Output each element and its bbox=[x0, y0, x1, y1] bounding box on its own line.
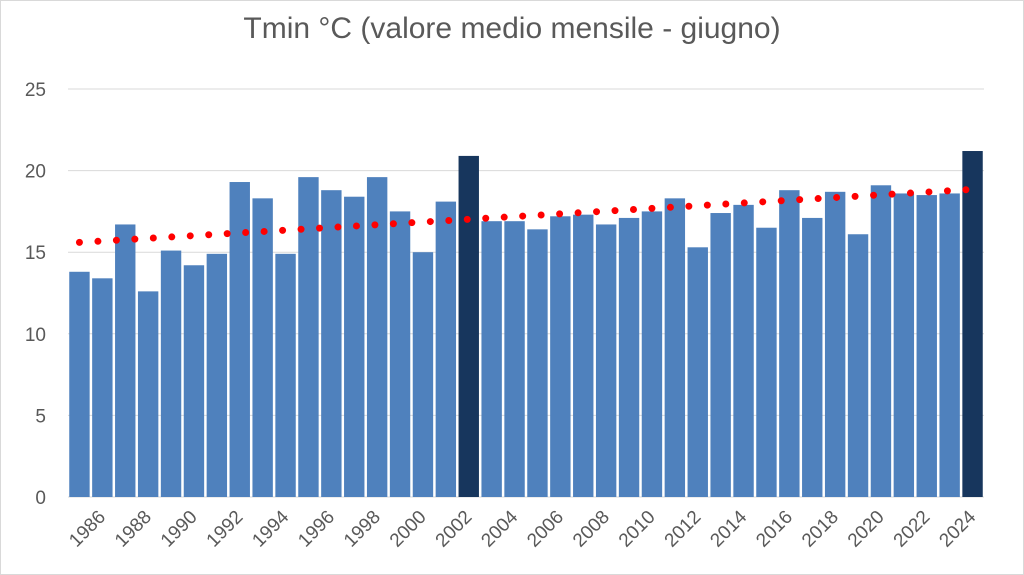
bar bbox=[275, 253, 296, 497]
bar bbox=[595, 224, 617, 497]
bars bbox=[69, 151, 983, 498]
bar bbox=[229, 182, 250, 498]
chart-title: Tmin °C (valore medio mensile - giugno) bbox=[243, 12, 781, 45]
bar bbox=[527, 229, 548, 498]
bar bbox=[160, 250, 182, 497]
x-tick-label: 1994 bbox=[248, 506, 293, 551]
bar bbox=[366, 177, 388, 498]
bar bbox=[664, 198, 686, 497]
x-tick-label: 2002 bbox=[432, 507, 477, 552]
bar bbox=[756, 227, 777, 497]
x-tick-label: 1998 bbox=[340, 507, 385, 552]
bar bbox=[802, 217, 823, 498]
y-tick-label: 10 bbox=[25, 325, 46, 346]
bar bbox=[504, 221, 525, 497]
bar bbox=[389, 211, 411, 497]
bar bbox=[870, 185, 892, 497]
bar bbox=[710, 213, 731, 498]
x-tick-label: 2022 bbox=[890, 507, 935, 552]
bar bbox=[298, 177, 319, 498]
bar bbox=[252, 198, 273, 497]
x-axis-ticks: 1986 1988 1990 1992 1994 1996 1998 2000 2002 2004… bbox=[65, 506, 980, 551]
x-tick-label: 1996 bbox=[294, 507, 339, 552]
x-tick-label: 2014 bbox=[706, 506, 751, 551]
bar-highlight bbox=[962, 151, 983, 498]
bar bbox=[115, 224, 136, 497]
bar bbox=[618, 217, 640, 498]
bar bbox=[412, 252, 434, 497]
bar bbox=[687, 247, 708, 497]
x-tick-label: 2010 bbox=[615, 507, 660, 552]
bar bbox=[137, 291, 159, 497]
x-tick-label: 2016 bbox=[752, 507, 797, 552]
y-tick-label: 0 bbox=[35, 488, 46, 509]
bar bbox=[641, 211, 663, 497]
y-axis-ticks: 0 5 10 15 20 25 bbox=[25, 80, 46, 509]
bar bbox=[321, 190, 342, 497]
x-tick-label: 1992 bbox=[203, 507, 248, 552]
x-tick-label: 2004 bbox=[477, 506, 522, 551]
x-tick-label: 2012 bbox=[661, 507, 706, 552]
x-tick-label: 2000 bbox=[386, 507, 431, 552]
bar bbox=[92, 278, 113, 497]
bar bbox=[824, 191, 846, 498]
bar bbox=[550, 216, 571, 497]
bar bbox=[69, 271, 90, 497]
bar bbox=[573, 214, 594, 497]
x-tick-label: 2024 bbox=[935, 506, 980, 551]
trendline bbox=[75, 185, 977, 246]
bar bbox=[939, 193, 960, 497]
bar bbox=[206, 253, 228, 497]
bar bbox=[481, 221, 502, 497]
bar bbox=[779, 190, 800, 497]
x-tick-label: 1988 bbox=[111, 507, 156, 552]
x-tick-label: 2008 bbox=[569, 507, 614, 552]
x-tick-label: 2020 bbox=[844, 507, 889, 552]
trendline-dotted bbox=[75, 185, 977, 246]
bar bbox=[183, 265, 205, 497]
y-tick-label: 15 bbox=[25, 243, 46, 264]
bar bbox=[893, 193, 915, 497]
y-tick-label: 5 bbox=[35, 406, 46, 427]
y-tick-label: 20 bbox=[25, 162, 46, 183]
bar bbox=[733, 204, 754, 497]
bar bbox=[916, 195, 937, 497]
y-tick-label: 25 bbox=[25, 80, 46, 101]
bar bbox=[344, 196, 365, 497]
x-tick-label: 1986 bbox=[65, 507, 110, 552]
bar bbox=[847, 234, 869, 498]
x-tick-label: 2006 bbox=[523, 507, 568, 552]
gridlines bbox=[68, 88, 984, 498]
bar-highlight bbox=[458, 155, 479, 498]
x-tick-label: 2018 bbox=[798, 507, 843, 552]
x-tick-label: 1990 bbox=[157, 507, 202, 552]
bar bbox=[435, 201, 457, 497]
